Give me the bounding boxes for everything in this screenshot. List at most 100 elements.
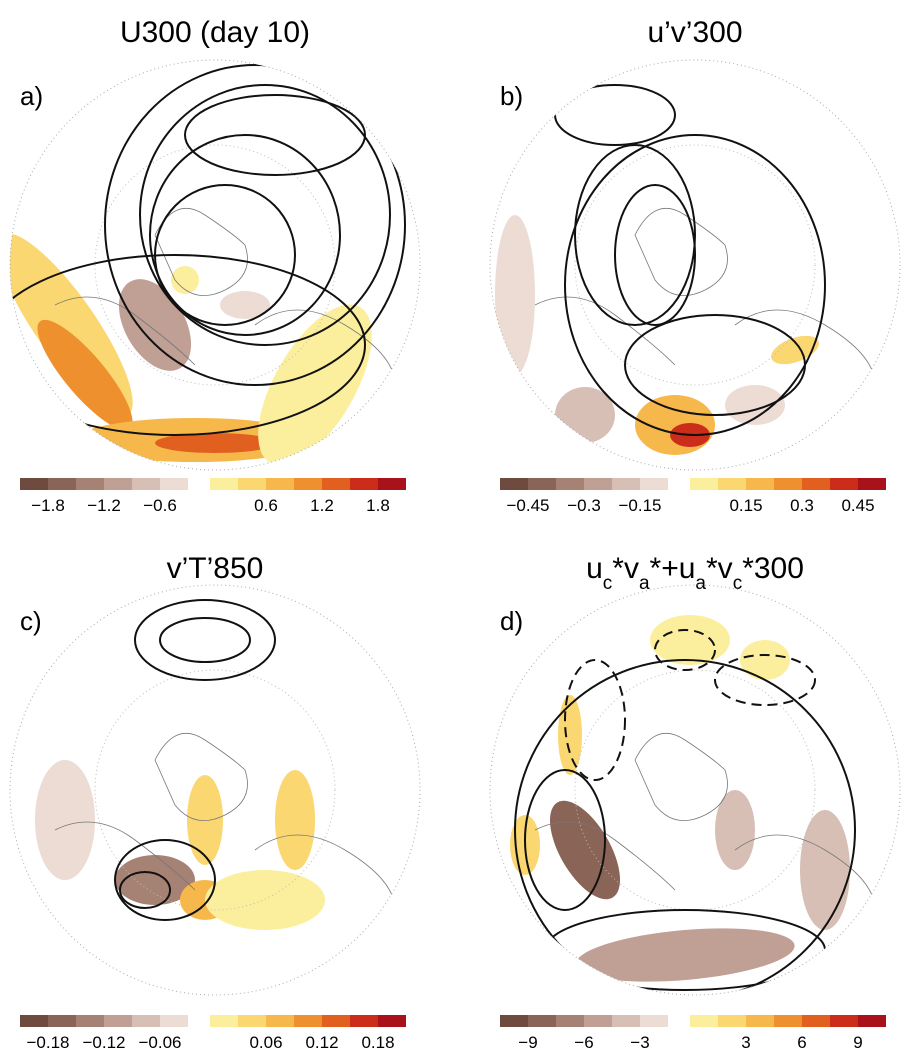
colorbar-swatch [350,478,378,490]
colorbar-swatch [746,1015,774,1027]
colorbar-swatch [690,1015,718,1027]
colorbar-swatch [718,1015,746,1027]
colorbar-swatch [160,478,188,490]
colorbar-swatch [556,1015,584,1027]
contour [574,144,696,326]
title-part: a [695,573,706,594]
colorbar-swatch [210,1015,238,1027]
title-part: c [603,573,613,594]
map-boundary [9,59,421,471]
contour [564,134,826,436]
title-part: v’T’850 [167,552,264,585]
panel: u’v’300 b) −0.45 −0.3 −0.15 0.15 0.3 0.45 [489,16,901,515]
contour [114,839,216,921]
colorbar-swatch [640,478,668,490]
colorbar-swatch [746,478,774,490]
colorbar-label: 1.2 [310,496,334,515]
colorbar-swatch [76,1015,104,1027]
contour [554,84,676,146]
shading [558,695,582,775]
colorbar-swatch [322,1015,350,1027]
colorbar-swatch [238,1015,266,1027]
panel: U300 (day 10) a) −1.8 −1.2 −0.6 0.6 1.2 1.8 [9,16,421,515]
colorbar-swatch [774,478,802,490]
shading [495,215,535,375]
colorbar-swatch [294,1015,322,1027]
colorbar-swatch [612,1015,640,1027]
contour [714,654,816,706]
contour [159,617,251,663]
colorbar-label: 0.3 [790,496,814,515]
colorbar-label: −0.12 [82,1033,125,1052]
contour [149,134,341,336]
colorbar-swatch [500,1015,528,1027]
contour [514,659,856,995]
map-boundary [489,584,901,996]
map-boundary [9,584,421,996]
colorbar-swatch [266,1015,294,1027]
colorbar-swatch [584,1015,612,1027]
colorbar-swatch [774,1015,802,1027]
colorbar-swatch [104,1015,132,1027]
colorbar-label: 0.6 [254,496,278,515]
panel: v’T’850 c) −0.18 −0.12 −0.06 0.06 0.12 0.18 [9,552,421,1052]
colorbar-swatch [802,478,830,490]
contour [524,769,606,911]
shading [35,760,95,880]
panel-letter: d) [500,606,523,636]
colorbar-swatch [48,478,76,490]
title-part: *v [706,552,733,585]
panel-letter: b) [500,81,523,111]
shading [155,433,275,453]
colorbar-label: 0.12 [305,1033,338,1052]
shading [258,304,372,466]
shading [740,640,790,680]
colorbar-swatch [48,1015,76,1027]
colorbar-label: −0.18 [26,1033,69,1052]
contour [184,94,366,176]
coastline [54,207,396,386]
colorbar-swatch [160,1015,188,1027]
colorbar-swatch [20,478,48,490]
colorbar-swatch [378,1015,406,1027]
colorbar-label: 6 [797,1033,806,1052]
colorbar-swatch [830,1015,858,1027]
latitude-circle [574,144,816,386]
colorbar-swatch [612,478,640,490]
title-part: c [733,573,743,594]
colorbar-label: 0.18 [361,1033,394,1052]
colorbar-swatch [266,478,294,490]
shading [715,790,755,870]
shading [275,770,315,870]
contour [654,629,716,671]
panel-letter: a) [20,81,43,111]
colorbar-swatch [556,478,584,490]
colorbar-swatch [378,478,406,490]
panel-title: uc*va*+ua*vc*300 [586,552,804,594]
contour [614,184,696,326]
colorbar-swatch [322,478,350,490]
colorbar-swatch [350,1015,378,1027]
colorbar-swatch [528,478,556,490]
shading [187,775,223,865]
shading [115,855,195,905]
colorbar-label: 0.15 [729,496,762,515]
title-part: *+u [650,552,696,585]
colorbar-swatch [830,478,858,490]
title-part: U300 (day 10) [120,16,310,49]
colorbar-swatch [802,1015,830,1027]
colorbar-label: −1.8 [31,496,65,515]
colorbar-swatch [500,478,528,490]
shading [575,928,795,982]
colorbar-label: −0.06 [138,1033,181,1052]
colorbar-label: −0.15 [618,496,661,515]
shading [725,385,785,425]
contour [564,659,626,781]
title-part: *300 [742,552,804,585]
shading [220,291,270,319]
colorbar-swatch [104,478,132,490]
shading [171,266,199,294]
shading [800,810,850,930]
